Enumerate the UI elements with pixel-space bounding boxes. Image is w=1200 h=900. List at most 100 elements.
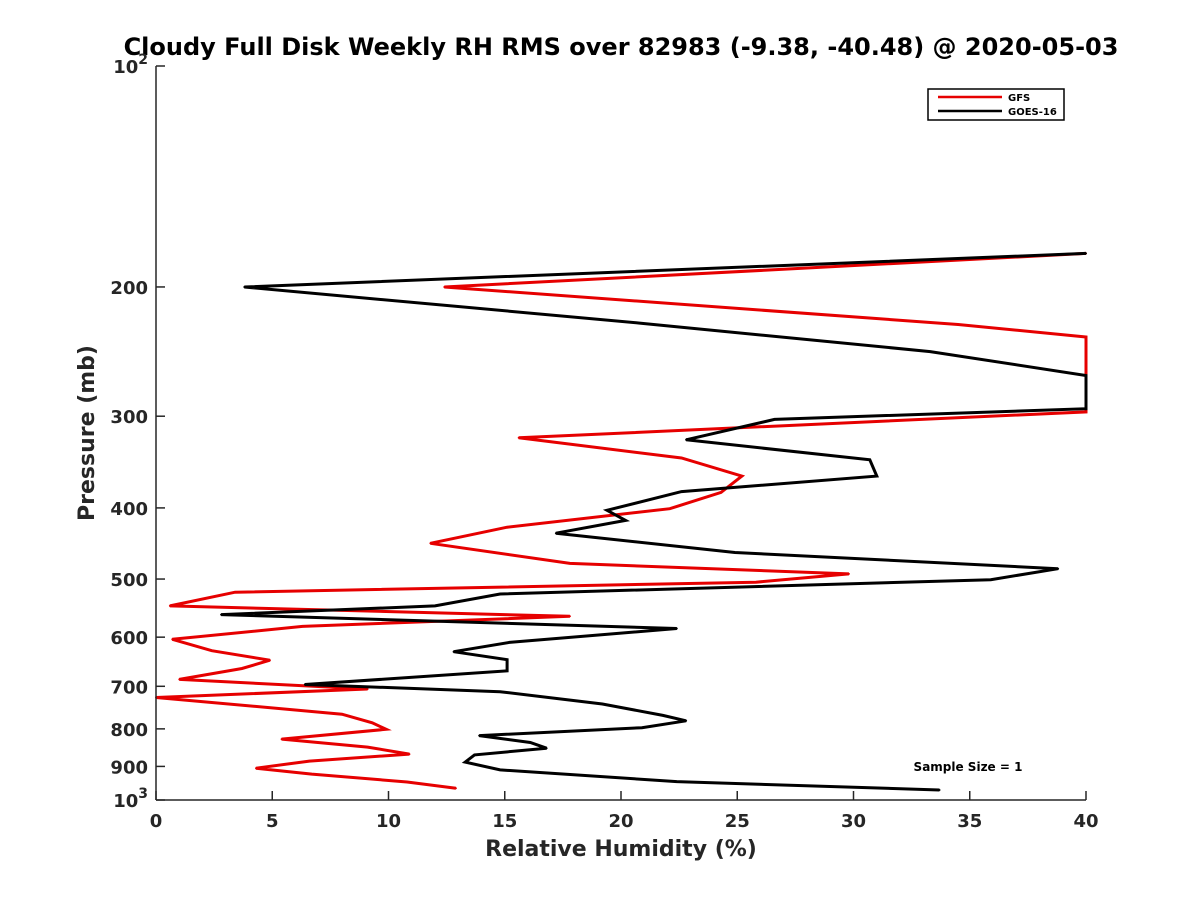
data-point-goes16 [303, 683, 306, 686]
data-point-goes16 [508, 641, 511, 644]
sample-size-annotation: Sample Size = 1 [914, 760, 1023, 774]
x-tick-label: 40 [1073, 811, 1098, 832]
x-tick-label: 15 [492, 811, 517, 832]
data-point-goes16 [499, 593, 502, 595]
legend-label-gfs: GFS [1008, 93, 1030, 104]
y-tick-label: 700 [110, 677, 148, 698]
x-tick-label: 10 [376, 811, 401, 832]
x-tick-label: 25 [725, 811, 750, 832]
data-point-gfs [454, 787, 457, 790]
data-point-goes16 [638, 322, 641, 325]
data-point-gfs [178, 678, 181, 681]
data-point-goes16 [243, 286, 246, 288]
data-point-gfs [280, 738, 283, 741]
data-point-goes16 [220, 613, 223, 616]
data-point-goes16 [1057, 567, 1060, 570]
y-tick-label: 200 [110, 278, 148, 299]
data-point-goes16 [1085, 374, 1087, 377]
data-point-gfs [429, 542, 432, 545]
data-point-gfs [680, 457, 683, 459]
data-point-gfs [1085, 410, 1087, 413]
data-point-goes16 [868, 458, 871, 461]
data-point-gfs [308, 760, 311, 763]
data-point-gfs [341, 713, 343, 716]
y-tick-label: 300 [110, 407, 148, 428]
data-point-gfs [171, 638, 174, 641]
data-point-gfs [506, 526, 509, 529]
legend: GFS GOES-16 [927, 88, 1065, 121]
y-tick-label: 102 [113, 52, 148, 78]
x-axis-ticks: 0 5 10 15 20 25 30 35 40 [150, 791, 1099, 832]
y-tick-label-exponent: 2 [138, 52, 148, 68]
data-point-gfs [301, 625, 304, 628]
y-tick-label: 400 [110, 499, 148, 520]
data-point-goes16 [506, 658, 509, 661]
data-point-goes16 [640, 726, 643, 729]
data-point-goes16 [601, 703, 604, 705]
data-point-goes16 [675, 780, 678, 783]
x-tick-label: 20 [608, 811, 633, 832]
data-point-gfs [720, 491, 722, 494]
data-point-goes16 [1085, 407, 1087, 410]
data-point-goes16 [434, 604, 436, 607]
data-point-gfs [668, 507, 671, 510]
data-point-goes16 [1085, 252, 1087, 255]
y-tick-label: 900 [110, 757, 148, 778]
data-point-gfs [568, 562, 571, 565]
x-tick-label: 35 [957, 811, 982, 832]
data-point-goes16 [499, 768, 502, 771]
data-point-gfs [568, 615, 571, 618]
data-point-goes16 [545, 747, 548, 750]
y-tick-label: 103 [113, 786, 148, 812]
data-point-goes16 [929, 350, 932, 353]
data-point-goes16 [478, 734, 481, 737]
data-point-gfs [241, 667, 243, 670]
x-axis-label: Relative Humidity (%) [485, 837, 757, 862]
series-layer [155, 251, 1088, 792]
data-point-gfs [740, 475, 743, 478]
data-point-goes16 [733, 551, 736, 554]
y-tick-label: 800 [110, 720, 148, 741]
data-point-gfs [1085, 336, 1087, 338]
data-point-gfs [255, 767, 257, 770]
data-point-gfs [268, 659, 271, 662]
data-point-goes16 [675, 627, 678, 630]
data-point-goes16 [938, 789, 941, 791]
data-point-goes16 [989, 578, 992, 581]
data-point-goes16 [464, 761, 467, 764]
y-tick-label-base: 10 [113, 57, 138, 78]
data-point-gfs [847, 572, 850, 575]
data-point-goes16 [499, 690, 502, 693]
data-point-goes16 [452, 650, 455, 653]
data-point-gfs [406, 781, 409, 783]
data-point-gfs [408, 753, 411, 756]
data-point-goes16 [685, 438, 688, 441]
data-point-gfs [234, 591, 237, 594]
data-point-goes16 [875, 475, 878, 478]
data-point-goes16 [661, 714, 664, 717]
data-point-goes16 [773, 418, 776, 421]
data-point-goes16 [506, 669, 509, 672]
data-point-goes16 [529, 741, 532, 744]
x-tick-label: 0 [150, 811, 163, 832]
y-tick-label: 600 [110, 628, 148, 649]
data-point-gfs [371, 721, 374, 724]
data-point-gfs [310, 773, 313, 776]
legend-label-goes16: GOES-16 [1008, 107, 1057, 118]
legend-box [927, 88, 1065, 121]
data-point-gfs [210, 649, 213, 652]
data-point-goes16 [680, 490, 683, 493]
x-tick-label: 5 [266, 811, 279, 832]
data-point-goes16 [624, 519, 627, 522]
y-tick-label-base: 10 [113, 791, 138, 812]
y-tick-label: 500 [110, 570, 148, 591]
data-point-goes16 [606, 509, 608, 512]
data-point-gfs [366, 746, 369, 749]
data-point-gfs [517, 436, 520, 439]
data-point-gfs [385, 728, 388, 731]
y-axis-label: Pressure (mb) [75, 345, 100, 521]
x-tick-label: 30 [841, 811, 866, 832]
